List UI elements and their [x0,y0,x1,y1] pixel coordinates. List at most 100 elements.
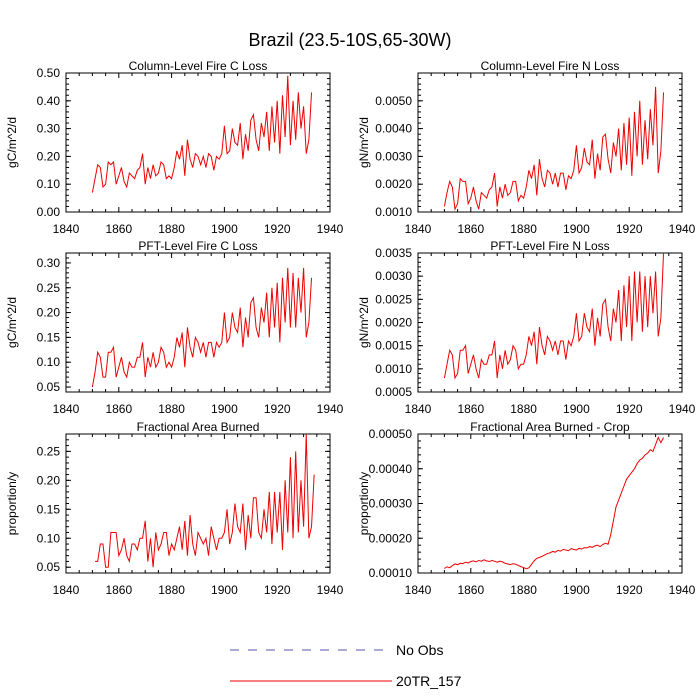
y-tick-label: 0.00010 [369,566,413,580]
x-tick-label: 1920 [616,583,643,597]
y-tick-label: 0.00 [37,205,61,219]
y-tick-label: 0.20 [37,306,61,320]
x-tick-label: 1860 [105,402,132,416]
series-line-20TR_157 [443,86,665,212]
plot-frame [417,72,683,213]
plot-frame [417,433,683,574]
x-tick-label: 1880 [158,583,185,597]
y-tick-label: 0.50 [37,66,61,80]
panel-title: Fractional Area Burned [137,420,260,434]
x-tick-label: 1860 [457,222,484,236]
x-tick-label: 1880 [158,222,185,236]
panel-2: Column-Level Fire N Loss gN/m^2/d 1840 1860… [357,59,696,236]
x-tick-label: 1920 [616,402,643,416]
y-axis-label: proportion/y [5,472,19,535]
y-tick-label: 0.0030 [375,149,412,163]
x-tick-label: 1940 [669,222,696,236]
x-tick-label: 1900 [563,222,590,236]
x-tick-label: 1900 [563,583,590,597]
y-axis-label: gN/m^2/d [357,117,371,168]
panel-title: Fractional Area Burned - Crop [470,420,630,434]
y-tick-label: 0.25 [37,281,61,295]
series-line-20TR_157 [91,75,313,193]
y-axis-label: gC/m^2/d [5,297,19,348]
y-axis-label: gC/m^2/d [5,117,19,168]
x-tick-label: 1940 [669,402,696,416]
x-tick-label: 1940 [669,583,696,597]
series-line-20TR_157 [443,252,665,380]
x-tick-label: 1860 [457,402,484,416]
x-tick-label: 1900 [563,402,590,416]
x-tick-label: 1880 [510,402,537,416]
y-tick-label: 0.20 [37,149,61,163]
x-tick-label: 1900 [211,402,238,416]
panel-title: PFT-Level Fire C Loss [138,239,257,253]
series-line-20TR_157 [444,436,664,570]
y-tick-label: 0.0020 [375,177,412,191]
y-tick-label: 0.00030 [369,497,413,511]
y-tick-label: 0.30 [37,122,61,136]
series-line-20TR_157 [95,433,315,568]
y-tick-label: 0.0040 [375,122,412,136]
x-tick-label: 1840 [405,402,432,416]
panel-title: Column-Level Fire C Loss [129,59,268,73]
x-tick-label: 1840 [53,222,80,236]
y-tick-label: 0.0020 [375,316,412,330]
x-tick-label: 1920 [264,583,291,597]
x-tick-label: 1840 [53,402,80,416]
chart-panels: Column-Level Fire C Loss gC/m^2/d 1840 1860… [5,59,696,597]
x-tick-label: 1900 [211,222,238,236]
x-tick-label: 1940 [317,222,344,236]
y-tick-label: 0.00050 [369,427,413,441]
plot-frame [65,433,331,574]
y-tick-label: 0.0015 [375,339,412,353]
y-tick-label: 0.0035 [375,246,412,260]
y-tick-label: 0.10 [37,531,61,545]
x-tick-label: 1920 [264,402,291,416]
y-tick-label: 0.00020 [369,531,413,545]
x-tick-label: 1840 [405,222,432,236]
y-tick-label: 0.00040 [369,462,413,476]
panel-4: PFT-Level Fire N Loss gN/m^2/d 1840 1860 188… [357,239,696,416]
y-tick-label: 0.05 [37,560,61,574]
chart-title: Brazil (23.5-10S,65-30W) [248,30,451,50]
series-line-20TR_157 [91,267,313,388]
x-tick-label: 1940 [317,402,344,416]
x-tick-label: 1880 [510,222,537,236]
x-tick-label: 1920 [616,222,643,236]
panel-title: PFT-Level Fire N Loss [490,239,609,253]
x-tick-label: 1840 [405,583,432,597]
y-tick-label: 0.15 [37,502,61,516]
panel-1: Column-Level Fire C Loss gC/m^2/d 1840 1860… [5,59,344,236]
x-tick-label: 1840 [53,583,80,597]
panel-5: Fractional Area Burned proportion/y 1840 18… [5,420,344,597]
y-tick-label: 0.0030 [375,269,412,283]
legend: No Obs 20TR_157 [230,642,462,689]
y-tick-label: 0.0025 [375,292,412,306]
y-tick-label: 0.10 [37,177,61,191]
panel-title: Column-Level Fire N Loss [481,59,620,73]
legend-obs-label: No Obs [396,642,443,658]
x-tick-label: 1880 [158,402,185,416]
panel-3: PFT-Level Fire C Loss gC/m^2/d 1840 1860 188… [5,239,344,416]
x-tick-label: 1940 [317,583,344,597]
y-tick-label: 0.0005 [375,385,412,399]
y-axis-label: proportion/y [357,472,371,535]
panel-6: Fractional Area Burned - Crop proportion/… [357,420,696,597]
y-tick-label: 0.20 [37,473,61,487]
x-tick-label: 1860 [105,222,132,236]
x-tick-label: 1900 [211,583,238,597]
x-tick-label: 1860 [105,583,132,597]
y-tick-label: 0.30 [37,256,61,270]
y-axis-label: gN/m^2/d [357,297,371,348]
legend-model-label: 20TR_157 [396,673,462,689]
y-tick-label: 0.0050 [375,94,412,108]
y-tick-label: 0.25 [37,444,61,458]
y-tick-label: 0.15 [37,330,61,344]
x-tick-label: 1860 [457,583,484,597]
x-tick-label: 1920 [264,222,291,236]
y-tick-label: 0.40 [37,94,61,108]
y-tick-label: 0.0010 [375,362,412,376]
y-tick-label: 0.0010 [375,205,412,219]
